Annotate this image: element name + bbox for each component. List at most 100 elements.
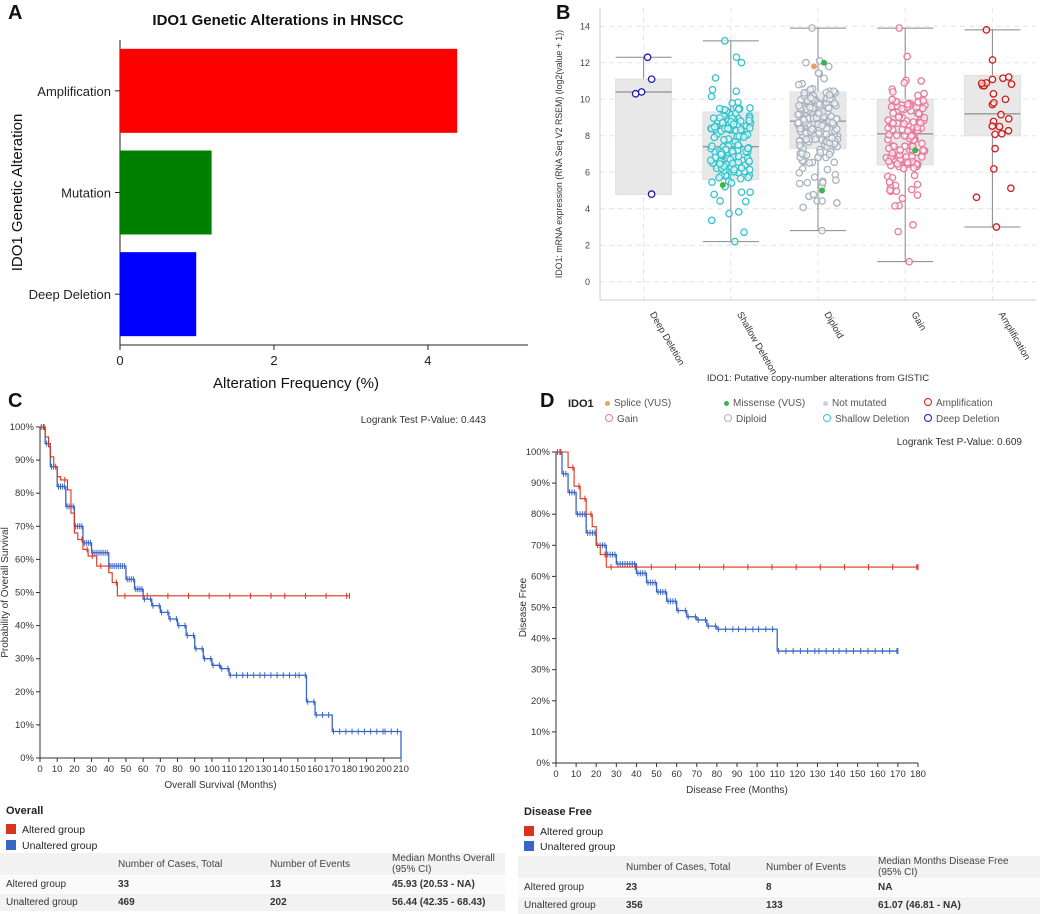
y-tick-label: 40% xyxy=(531,634,551,645)
x-tick-label: 110 xyxy=(222,764,237,775)
data-point xyxy=(735,142,741,148)
x-tick-label: 20 xyxy=(591,769,602,780)
mutation-point xyxy=(819,188,825,194)
y-tick-label: 90% xyxy=(531,478,551,489)
data-point xyxy=(708,93,714,99)
table-cell: Unaltered group xyxy=(518,897,620,914)
y-tick-label: 50% xyxy=(15,588,35,599)
data-point xyxy=(906,258,912,264)
data-point xyxy=(737,175,743,181)
data-point xyxy=(746,117,752,123)
x-tick-label: 210 xyxy=(393,764,409,775)
y-tick-label: 80% xyxy=(15,488,35,499)
data-point xyxy=(644,54,650,60)
x-tick-label: 140 xyxy=(830,769,846,780)
data-point xyxy=(796,102,802,108)
data-point xyxy=(816,110,822,116)
table-cell: Median Months Overall (95% CI) xyxy=(386,853,505,876)
x-tick-label: 120 xyxy=(238,764,254,775)
unaltered-swatch xyxy=(524,841,534,851)
x-tick-label: 120 xyxy=(789,769,805,780)
y-tick-label: 70% xyxy=(531,540,551,551)
data-point xyxy=(809,25,815,31)
legend-d-label: Deep Deletion xyxy=(936,414,999,425)
table-cell: Altered group xyxy=(0,876,112,894)
legend-d-item: Amplification xyxy=(924,398,993,409)
x-tick-label: 60 xyxy=(671,769,682,780)
data-point xyxy=(709,143,715,149)
data-point xyxy=(886,179,892,185)
y-tick-label: 4 xyxy=(585,204,590,214)
data-point xyxy=(733,88,739,94)
data-point xyxy=(834,200,840,206)
data-point xyxy=(735,106,741,112)
y-tick-label: Amplification xyxy=(37,84,111,99)
data-point xyxy=(895,114,901,120)
data-point xyxy=(729,148,735,154)
data-point xyxy=(893,132,899,138)
x-tick-label: 0 xyxy=(553,769,558,780)
data-point xyxy=(1006,116,1012,122)
x-tick-label: 180 xyxy=(341,764,357,775)
data-point xyxy=(747,125,753,131)
overall-table: Number of Cases, Total Number of Events … xyxy=(0,852,505,911)
x-tick-label: 150 xyxy=(850,769,866,780)
data-point xyxy=(996,123,1002,129)
disease-free-table: Number of Cases, Total Number of Events … xyxy=(518,855,1040,914)
altered-swatch xyxy=(6,824,16,834)
dot-icon xyxy=(724,401,729,406)
data-point xyxy=(648,76,654,82)
legend-d-item: Not mutated xyxy=(823,398,886,409)
km-line-altered xyxy=(40,427,349,596)
km-line-unaltered xyxy=(40,427,401,758)
table-cell: 469 xyxy=(112,894,264,912)
x-tick-label: 10 xyxy=(571,769,582,780)
x-tick-label: 30 xyxy=(86,764,97,775)
data-point xyxy=(808,95,814,101)
x-tick-label: 80 xyxy=(712,769,723,780)
data-point xyxy=(747,105,753,111)
data-point xyxy=(833,177,839,183)
legend-d-item: Gain xyxy=(605,414,638,425)
y-tick-label: 40% xyxy=(15,621,35,632)
y-axis-label: Probability of Overall Survival xyxy=(0,527,11,658)
overall-title: Overall xyxy=(6,805,43,817)
data-point xyxy=(807,104,813,110)
unaltered-swatch xyxy=(6,840,16,850)
df-legend-altered-label: Altered group xyxy=(540,826,603,838)
x-axis-label: Disease Free (Months) xyxy=(686,785,788,796)
x-tick-label: 40 xyxy=(103,764,114,775)
data-point xyxy=(894,161,900,167)
data-point xyxy=(921,90,927,96)
data-point xyxy=(989,123,995,129)
data-point xyxy=(708,157,714,163)
x-tick-label: 100 xyxy=(204,764,220,775)
ring-icon xyxy=(924,398,932,406)
legend-d-item: Diploid xyxy=(724,414,767,425)
x-tick-label: 30 xyxy=(611,769,622,780)
data-point xyxy=(711,124,717,130)
legend-d-title: IDO1 xyxy=(568,398,594,410)
data-point xyxy=(895,229,901,235)
y-tick-label: 12 xyxy=(580,58,590,68)
data-point xyxy=(733,54,739,60)
km-line-altered xyxy=(556,452,918,567)
data-point xyxy=(824,166,830,172)
x-tick-label: 160 xyxy=(870,769,886,780)
table-row: Altered group 33 13 45.93 (20.53 - NA) xyxy=(0,876,505,894)
overall-legend-altered-label: Altered group xyxy=(22,824,85,836)
data-point xyxy=(999,131,1005,137)
data-point xyxy=(737,118,743,124)
table-cell: Number of Cases, Total xyxy=(620,856,760,879)
y-axis-label: Disease Free xyxy=(518,577,529,637)
legend-d-item: Shallow Deletion xyxy=(823,414,910,425)
x-tick-label: 110 xyxy=(770,769,785,780)
table-cell: 202 xyxy=(264,894,386,912)
data-point xyxy=(831,100,837,106)
dot-icon xyxy=(605,401,610,406)
y-tick-label: 6 xyxy=(585,167,590,177)
y-tick-label: 0% xyxy=(20,753,34,764)
data-point xyxy=(973,194,979,200)
